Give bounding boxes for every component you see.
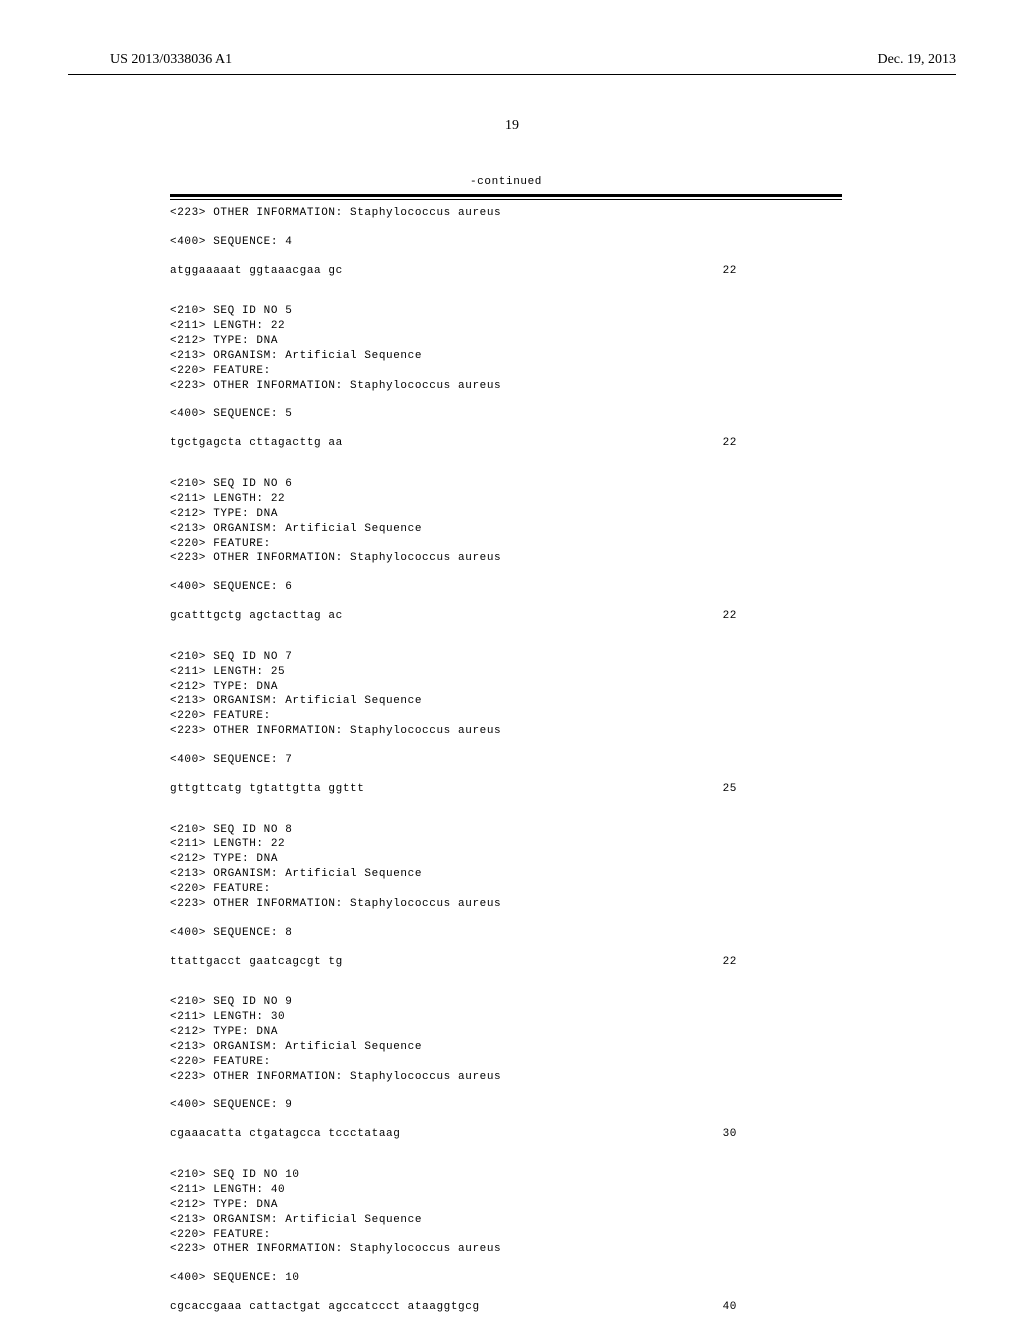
sequence-meta-line: <223> OTHER INFORMATION: Staphylococcus … xyxy=(170,551,842,566)
sequence-data: ttattgacct gaatcagcgt tg xyxy=(170,955,343,970)
sequence-length: 25 xyxy=(723,782,737,797)
sequence-meta-line: <213> ORGANISM: Artificial Sequence xyxy=(170,522,842,537)
sequence-meta-line: <223> OTHER INFORMATION: Staphylococcus … xyxy=(170,1242,842,1257)
sequence-data: tgctgagcta cttagacttg aa xyxy=(170,436,343,451)
sequence-block: <210> SEQ ID NO 9<211> LENGTH: 30<212> T… xyxy=(170,995,842,1142)
sequence-length: 22 xyxy=(723,264,737,279)
sequence-meta-line: <210> SEQ ID NO 7 xyxy=(170,650,842,665)
sequence-meta-line: <220> FEATURE: xyxy=(170,1055,842,1070)
sequence-meta-line: <211> LENGTH: 40 xyxy=(170,1183,842,1198)
page-number: 19 xyxy=(0,118,1024,134)
sequence-meta-line: <210> SEQ ID NO 5 xyxy=(170,304,842,319)
sequence-label: <400> SEQUENCE: 6 xyxy=(170,580,842,595)
sequence-label: <400> SEQUENCE: 7 xyxy=(170,753,842,768)
sequence-length: 30 xyxy=(723,1127,737,1142)
sequence-meta-line: <223> OTHER INFORMATION: Staphylococcus … xyxy=(170,206,842,221)
header-rule xyxy=(68,74,956,75)
sequence-block: <210> SEQ ID NO 7<211> LENGTH: 25<212> T… xyxy=(170,650,842,797)
sequence-meta-line: <223> OTHER INFORMATION: Staphylococcus … xyxy=(170,379,842,394)
sequence-length: 22 xyxy=(723,955,737,970)
sequence-meta-line: <220> FEATURE: xyxy=(170,537,842,552)
sequence-meta-line: <211> LENGTH: 30 xyxy=(170,1010,842,1025)
sequence-data: gttgttcatg tgtattgtta ggttt xyxy=(170,782,364,797)
sequence-data-row: gttgttcatg tgtattgtta ggttt 25 xyxy=(170,782,842,797)
sequence-meta-line: <212> TYPE: DNA xyxy=(170,852,842,867)
sequence-data-row: gcatttgctg agctacttag ac 22 xyxy=(170,609,842,624)
sequence-meta-line: <223> OTHER INFORMATION: Staphylococcus … xyxy=(170,897,842,912)
sequence-meta-line: <220> FEATURE: xyxy=(170,882,842,897)
sequence-meta-line: <223> OTHER INFORMATION: Staphylococcus … xyxy=(170,724,842,739)
publication-number: US 2013/0338036 A1 xyxy=(110,52,232,68)
sequence-label: <400> SEQUENCE: 4 xyxy=(170,235,842,250)
sequence-listing: -continued <223> OTHER INFORMATION: Stap… xyxy=(170,175,842,1315)
sequence-meta-line: <220> FEATURE: xyxy=(170,709,842,724)
sequence-data-row: cgcaccgaaa cattactgat agccatccct ataaggt… xyxy=(170,1300,842,1315)
sequence-data: atggaaaaat ggtaaacgaa gc xyxy=(170,264,343,279)
sequence-meta-line: <220> FEATURE: xyxy=(170,364,842,379)
sequence-meta-line: <212> TYPE: DNA xyxy=(170,507,842,522)
sequence-meta-line: <223> OTHER INFORMATION: Staphylococcus … xyxy=(170,1070,842,1085)
sequence-block: <210> SEQ ID NO 6<211> LENGTH: 22<212> T… xyxy=(170,477,842,624)
rule-thin-top xyxy=(170,199,842,200)
sequence-block: <210> SEQ ID NO 8<211> LENGTH: 22<212> T… xyxy=(170,823,842,970)
sequence-meta-line: <211> LENGTH: 22 xyxy=(170,837,842,852)
sequence-meta-line: <212> TYPE: DNA xyxy=(170,680,842,695)
sequence-meta-line: <213> ORGANISM: Artificial Sequence xyxy=(170,867,842,882)
sequence-data-row: ttattgacct gaatcagcgt tg 22 xyxy=(170,955,842,970)
sequence-meta-line: <210> SEQ ID NO 6 xyxy=(170,477,842,492)
sequence-label: <400> SEQUENCE: 8 xyxy=(170,926,842,941)
sequence-meta-line: <210> SEQ ID NO 9 xyxy=(170,995,842,1010)
sequence-meta-line: <210> SEQ ID NO 10 xyxy=(170,1168,842,1183)
sequence-label: <400> SEQUENCE: 10 xyxy=(170,1271,842,1286)
sequence-data: cgaaacatta ctgatagcca tccctataag xyxy=(170,1127,400,1142)
sequence-meta-line: <211> LENGTH: 22 xyxy=(170,319,842,334)
sequence-meta-line: <213> ORGANISM: Artificial Sequence xyxy=(170,1040,842,1055)
sequence-meta-line: <213> ORGANISM: Artificial Sequence xyxy=(170,1213,842,1228)
sequence-length: 22 xyxy=(723,609,737,624)
sequence-meta-line: <220> FEATURE: xyxy=(170,1228,842,1243)
sequence-data: gcatttgctg agctacttag ac xyxy=(170,609,343,624)
sequence-meta-line: <210> SEQ ID NO 8 xyxy=(170,823,842,838)
sequence-meta-line: <211> LENGTH: 25 xyxy=(170,665,842,680)
continued-label: -continued xyxy=(170,175,842,190)
sequence-meta-line: <212> TYPE: DNA xyxy=(170,334,842,349)
sequence-data: cgcaccgaaa cattactgat agccatccct ataaggt… xyxy=(170,1300,480,1315)
sequence-meta-line: <212> TYPE: DNA xyxy=(170,1198,842,1213)
sequence-data-row: atggaaaaat ggtaaacgaa gc 22 xyxy=(170,264,842,279)
page-header: US 2013/0338036 A1 Dec. 19, 2013 xyxy=(0,52,1024,68)
sequence-length: 22 xyxy=(723,436,737,451)
sequence-block: <223> OTHER INFORMATION: Staphylococcus … xyxy=(170,206,842,279)
sequence-data-row: tgctgagcta cttagacttg aa 22 xyxy=(170,436,842,451)
sequence-meta-line: <213> ORGANISM: Artificial Sequence xyxy=(170,349,842,364)
sequence-meta-line: <212> TYPE: DNA xyxy=(170,1025,842,1040)
sequence-block: <210> SEQ ID NO 5<211> LENGTH: 22<212> T… xyxy=(170,304,842,451)
sequence-length: 40 xyxy=(723,1300,737,1315)
sequence-block: <210> SEQ ID NO 10<211> LENGTH: 40<212> … xyxy=(170,1168,842,1315)
sequence-label: <400> SEQUENCE: 9 xyxy=(170,1098,842,1113)
publication-date: Dec. 19, 2013 xyxy=(877,52,956,68)
rule-heavy-top xyxy=(170,194,842,197)
sequence-data-row: cgaaacatta ctgatagcca tccctataag 30 xyxy=(170,1127,842,1142)
sequence-meta-line: <211> LENGTH: 22 xyxy=(170,492,842,507)
sequence-meta-line: <213> ORGANISM: Artificial Sequence xyxy=(170,694,842,709)
sequence-label: <400> SEQUENCE: 5 xyxy=(170,407,842,422)
